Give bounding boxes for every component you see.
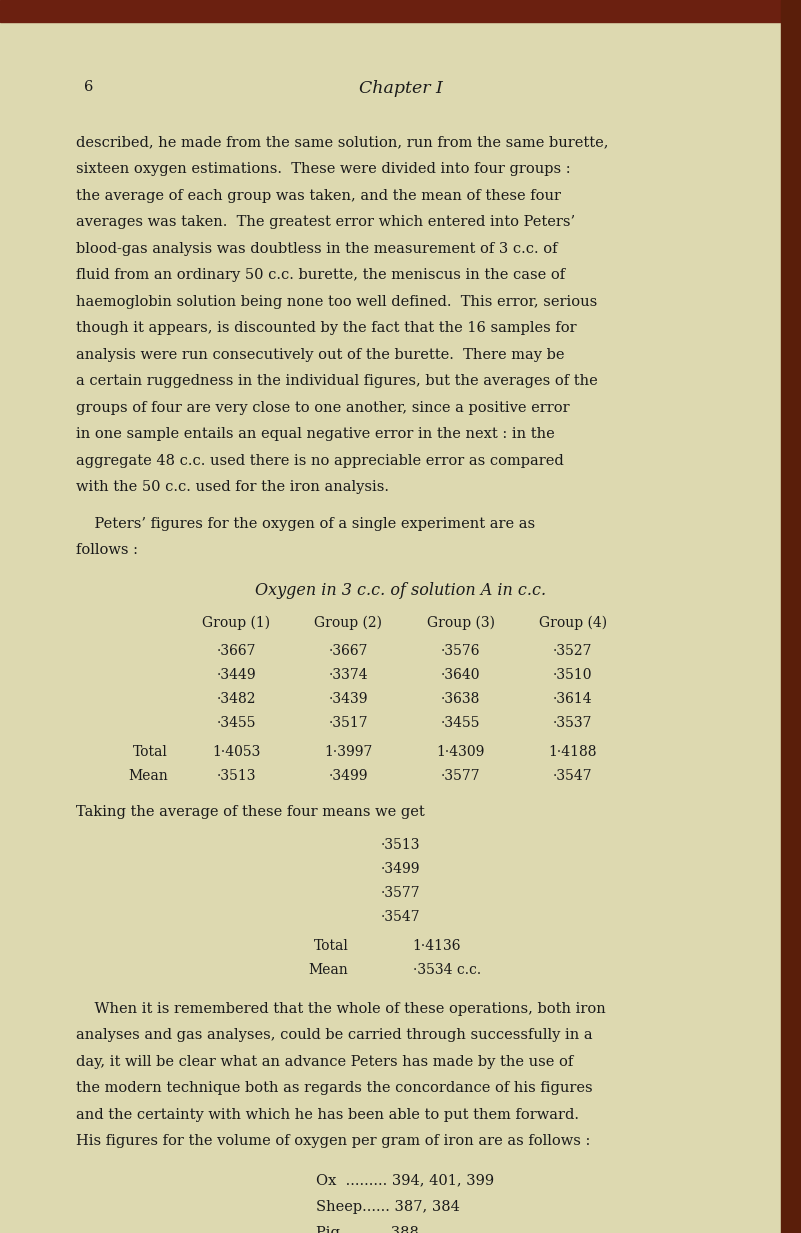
Text: described, he made from the same solution, run from the same burette,: described, he made from the same solutio…	[76, 136, 609, 149]
Text: Peters’ figures for the oxygen of a single experiment are as: Peters’ figures for the oxygen of a sing…	[76, 517, 535, 530]
Text: haemoglobin solution being none too well defined.  This error, serious: haemoglobin solution being none too well…	[76, 295, 598, 308]
Text: day, it will be clear what an advance Peters has made by the use of: day, it will be clear what an advance Pe…	[76, 1054, 574, 1069]
Text: Group (4): Group (4)	[538, 615, 607, 630]
Text: Chapter I: Chapter I	[359, 80, 442, 97]
Text: Sheep...... 387, 384: Sheep...... 387, 384	[316, 1200, 461, 1213]
Text: ·3499: ·3499	[380, 862, 421, 875]
Text: ·3577: ·3577	[380, 885, 421, 900]
Text: ·3576: ·3576	[441, 644, 481, 657]
Text: Group (3): Group (3)	[427, 615, 494, 630]
Text: ·3517: ·3517	[328, 715, 368, 730]
Bar	[0, 0, 801, 22]
Text: ·3537: ·3537	[553, 715, 593, 730]
Text: the average of each group was taken, and the mean of these four: the average of each group was taken, and…	[76, 189, 561, 202]
Text: When it is remembered that the whole of these operations, both iron: When it is remembered that the whole of …	[76, 1001, 606, 1016]
Text: ·3667: ·3667	[216, 644, 256, 657]
Text: with the 50 c.c. used for the iron analysis.: with the 50 c.c. used for the iron analy…	[76, 480, 389, 494]
Text: ·3510: ·3510	[553, 667, 593, 682]
Text: ·3482: ·3482	[216, 692, 256, 705]
Text: follows :: follows :	[76, 543, 138, 557]
Text: ·3534 c.c.: ·3534 c.c.	[413, 963, 481, 977]
Text: the modern technique both as regards the concordance of his figures: the modern technique both as regards the…	[76, 1081, 593, 1095]
Text: ·3638: ·3638	[441, 692, 481, 705]
Text: 1·4136: 1·4136	[413, 938, 461, 953]
Text: Total: Total	[313, 938, 348, 953]
Text: ·3577: ·3577	[441, 768, 481, 783]
Text: ·3499: ·3499	[328, 768, 368, 783]
Text: Group (2): Group (2)	[315, 615, 382, 630]
Text: analyses and gas analyses, could be carried through successfully in a: analyses and gas analyses, could be carr…	[76, 1028, 593, 1042]
Text: ·3374: ·3374	[328, 667, 368, 682]
Text: ·3455: ·3455	[441, 715, 481, 730]
Text: ·3439: ·3439	[328, 692, 368, 705]
Text: ·3455: ·3455	[216, 715, 256, 730]
Text: sixteen oxygen estimations.  These were divided into four groups :: sixteen oxygen estimations. These were d…	[76, 162, 571, 176]
Text: ·3547: ·3547	[380, 910, 421, 924]
Text: Mean: Mean	[128, 768, 168, 783]
Text: ·3513: ·3513	[380, 837, 421, 852]
Text: in one sample entails an equal negative error in the next : in the: in one sample entails an equal negative …	[76, 427, 555, 441]
Text: fluid from an ordinary 50 c.c. burette, the meniscus in the case of: fluid from an ordinary 50 c.c. burette, …	[76, 268, 566, 282]
Text: ·3667: ·3667	[328, 644, 368, 657]
Text: averages was taken.  The greatest error which entered into Peters’: averages was taken. The greatest error w…	[76, 215, 575, 229]
Text: ·3527: ·3527	[553, 644, 593, 657]
Text: ·3449: ·3449	[216, 667, 256, 682]
Text: and the certainty with which he has been able to put them forward.: and the certainty with which he has been…	[76, 1107, 579, 1122]
Text: Mean: Mean	[308, 963, 348, 977]
Text: a certain ruggedness in the individual figures, but the averages of the: a certain ruggedness in the individual f…	[76, 374, 598, 388]
Text: ·3547: ·3547	[553, 768, 593, 783]
Text: analysis were run consecutively out of the burette.  There may be: analysis were run consecutively out of t…	[76, 348, 565, 361]
Text: ·3640: ·3640	[441, 667, 481, 682]
Text: 6: 6	[84, 80, 94, 94]
Text: Ox  ......... 394, 401, 399: Ox ......... 394, 401, 399	[316, 1173, 494, 1187]
Text: though it appears, is discounted by the fact that the 16 samples for: though it appears, is discounted by the …	[76, 321, 577, 335]
Text: ·3614: ·3614	[553, 692, 593, 705]
Text: aggregate 48 c.c. used there is no appreciable error as compared: aggregate 48 c.c. used there is no appre…	[76, 454, 564, 467]
Text: 1·3997: 1·3997	[324, 745, 372, 758]
Text: Total: Total	[133, 745, 168, 758]
Text: Pig ......... 388: Pig ......... 388	[316, 1226, 419, 1233]
Text: groups of four are very close to one another, since a positive error: groups of four are very close to one ano…	[76, 401, 570, 414]
Bar	[781, 0, 801, 1233]
Text: Group (1): Group (1)	[202, 615, 271, 630]
Text: 1·4053: 1·4053	[212, 745, 260, 758]
Text: blood-gas analysis was doubtless in the measurement of 3 c.c. of: blood-gas analysis was doubtless in the …	[76, 242, 557, 255]
Text: ·3513: ·3513	[216, 768, 256, 783]
Text: Taking the average of these four means we get: Taking the average of these four means w…	[76, 805, 425, 819]
Text: 1·4309: 1·4309	[437, 745, 485, 758]
Text: 1·4188: 1·4188	[549, 745, 597, 758]
Text: His figures for the volume of oxygen per gram of iron are as follows :: His figures for the volume of oxygen per…	[76, 1134, 590, 1148]
Text: Oxygen in 3 c.c. of solution A in c.c.: Oxygen in 3 c.c. of solution A in c.c.	[255, 582, 546, 599]
